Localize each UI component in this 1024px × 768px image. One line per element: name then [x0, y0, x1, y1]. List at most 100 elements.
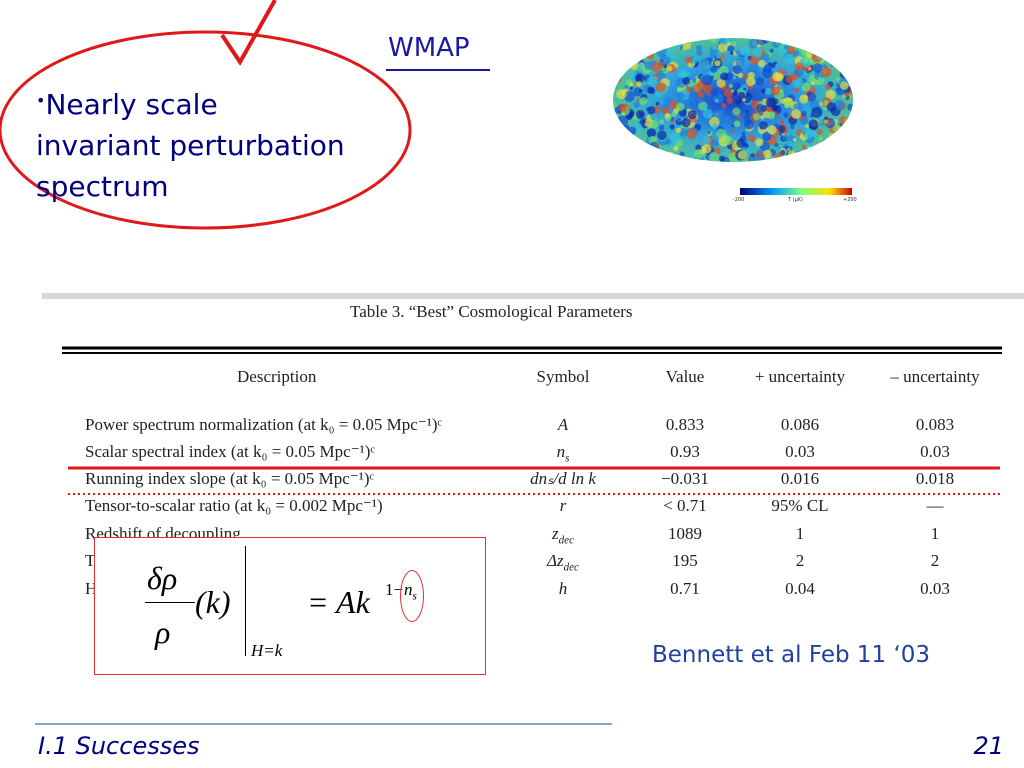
sky-speck	[665, 48, 675, 58]
sky-speck	[737, 72, 744, 78]
row-description: Tensor-to-scalar ratio (at k₀ = 0.002 Mp…	[85, 496, 383, 515]
sky-speck	[701, 103, 708, 110]
bullet-line: •Nearly scale	[36, 88, 218, 121]
sky-speck	[640, 47, 645, 51]
sky-speck	[748, 38, 759, 49]
sky-speck	[787, 147, 791, 152]
sky-speck	[803, 156, 811, 162]
sky-speck	[718, 38, 729, 45]
sky-speck	[807, 38, 819, 46]
sky-speck	[614, 74, 622, 83]
sky-speck	[838, 145, 848, 155]
sky-speck	[714, 60, 721, 67]
sky-speck	[712, 46, 716, 51]
sky-speck	[826, 102, 837, 112]
sky-speck	[613, 122, 624, 134]
sky-speck	[783, 112, 789, 118]
sky-speck	[661, 154, 666, 159]
sky-speck	[747, 63, 759, 75]
sky-speck	[696, 49, 703, 56]
sky-speck	[695, 44, 702, 51]
sky-speck	[815, 147, 824, 156]
column-header: Value	[665, 367, 705, 386]
formula-exp: 1−	[385, 580, 404, 599]
sky-speck	[660, 151, 671, 162]
sky-speck	[629, 46, 639, 56]
sky-speck	[824, 116, 828, 120]
row-cell: 0.03	[785, 442, 815, 461]
row-cell: 0.03	[920, 579, 950, 598]
sky-speck	[794, 50, 800, 56]
sky-speck	[801, 82, 811, 92]
sky-speck	[783, 44, 789, 50]
sky-speck	[695, 75, 699, 79]
sky-speck	[813, 150, 820, 158]
formula-den: ρ	[155, 614, 171, 650]
text: s	[565, 452, 570, 465]
sky-speck	[748, 155, 756, 162]
colorbar-min: -200	[733, 197, 745, 203]
sky-speck	[661, 67, 668, 74]
sky-speck	[613, 147, 623, 159]
text: dec	[563, 561, 579, 574]
sky-speck	[839, 59, 848, 68]
sky-speck	[679, 127, 689, 137]
sky-speck	[847, 135, 852, 140]
sky-speck	[755, 103, 765, 113]
sky-speck	[789, 42, 793, 47]
sky-speck	[745, 76, 756, 87]
sky-speck	[772, 72, 782, 82]
sky-speck	[695, 144, 702, 151]
row-cell: 0.018	[915, 469, 955, 488]
sky-speck	[840, 43, 844, 47]
sky-speck	[847, 129, 853, 138]
sky-speck	[644, 61, 653, 70]
sky-speck	[806, 44, 817, 55]
sky-speck	[621, 128, 627, 135]
sky-speck	[732, 64, 742, 75]
sky-speck	[617, 140, 622, 145]
sky-speck	[708, 152, 719, 162]
sky-speck	[790, 124, 795, 130]
sky-speck	[624, 91, 635, 102]
sky-speck	[773, 38, 783, 44]
sky-speck	[836, 87, 844, 96]
sky-speck	[747, 134, 756, 143]
row-cell: 1	[795, 524, 805, 543]
row-symbol: dnₛ/d ln k	[530, 469, 596, 489]
sky-speck	[634, 38, 645, 48]
text: Δz	[547, 551, 564, 570]
table-title: Table 3. “Best” Cosmological Parameters	[350, 302, 633, 321]
sky-speck	[745, 122, 750, 127]
colorbar-unit: T (μK)	[788, 197, 804, 203]
sky-speck	[780, 98, 786, 104]
row-description: Power spectrum normalization (at k₀ = 0.…	[85, 415, 442, 434]
sky-speck	[638, 42, 650, 54]
sky-speck	[732, 75, 737, 80]
sky-speck	[646, 41, 654, 48]
row-symbol: h	[559, 579, 568, 599]
sky-speck	[801, 144, 806, 149]
row-cell: 0.03	[920, 442, 950, 461]
sky-speck	[633, 38, 639, 42]
row-cell: 0.016	[780, 469, 820, 488]
sky-speck	[787, 150, 796, 159]
image-edge	[42, 293, 1024, 299]
sky-speck	[848, 141, 852, 145]
sky-speck	[806, 91, 817, 102]
citation: Bennett et al Feb 11 ‘03	[652, 642, 931, 668]
sky-speck	[762, 131, 772, 141]
sky-speck	[644, 147, 651, 154]
formula-num: δρ	[147, 560, 178, 596]
sky-speck	[839, 68, 851, 80]
sky-speck	[793, 152, 803, 162]
sky-speck	[654, 116, 658, 121]
bullet-line: invariant perturbation	[36, 129, 345, 162]
colorbar-max: +200	[843, 197, 857, 203]
sky-speck	[711, 123, 718, 130]
sky-speck	[687, 72, 691, 76]
sky-speck	[622, 132, 628, 138]
sky-speck	[834, 144, 844, 154]
row-cell: —	[926, 496, 944, 515]
